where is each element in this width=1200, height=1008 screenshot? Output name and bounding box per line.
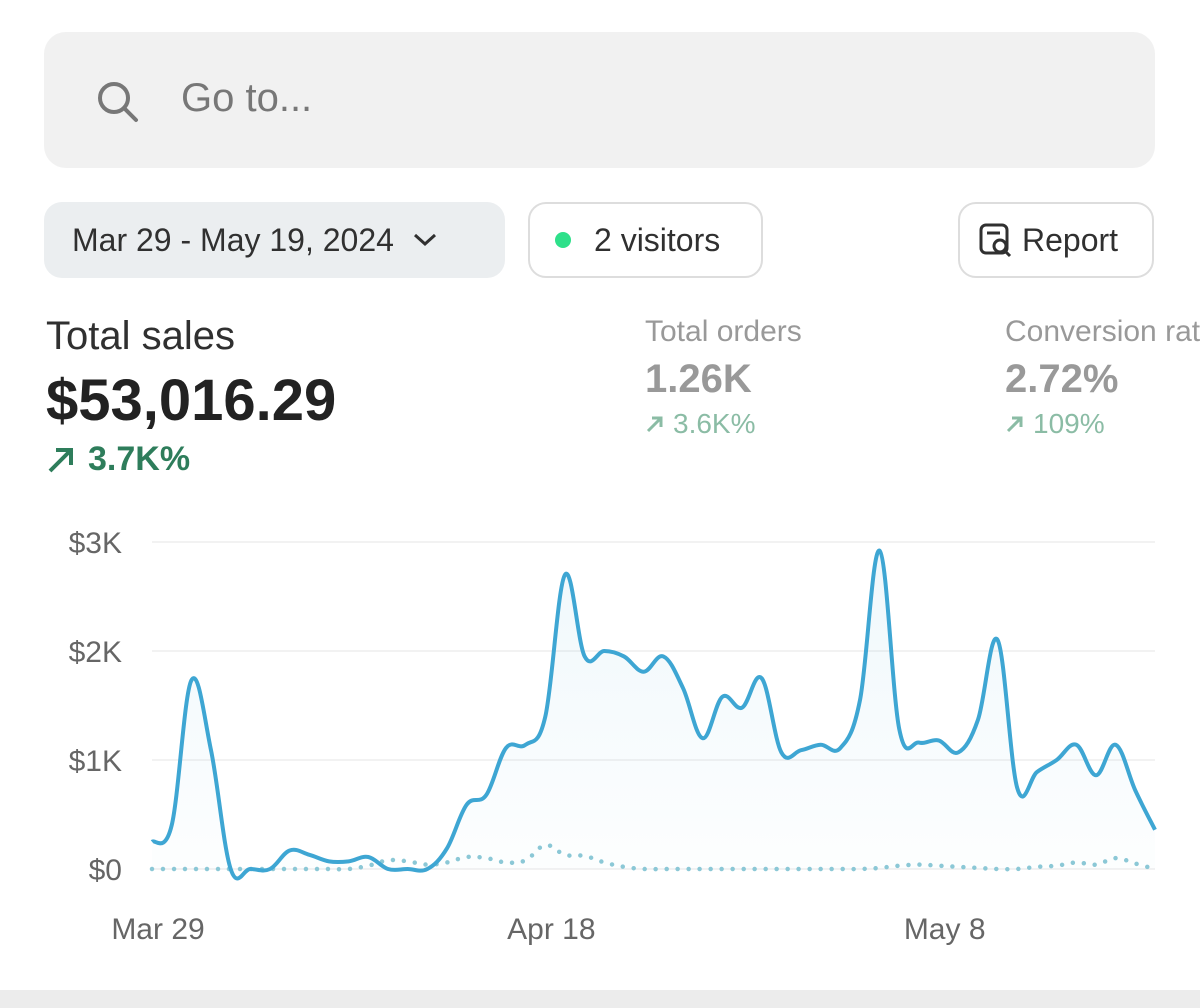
- sales-chart: $0 $1K $2K $3K Mar 29 Apr 18 May 8: [69, 527, 1158, 946]
- search-box[interactable]: Go to...: [44, 32, 1155, 168]
- report-icon: [979, 223, 1012, 258]
- y-tick-label: $1K: [69, 745, 122, 778]
- metric-value: $53,016.29: [46, 368, 337, 433]
- x-tick-label: Mar 29: [111, 913, 204, 946]
- visitors: 2 visitors: [594, 221, 721, 258]
- x-tick-label: May 8: [904, 913, 986, 946]
- date-range-button[interactable]: Mar 29 - May 19, 2024: [44, 202, 505, 278]
- area-fill: [152, 550, 1155, 879]
- metric-change-row: 3.7K%: [46, 440, 336, 479]
- metric-change: 109%: [1033, 408, 1105, 439]
- chevron: [413, 233, 436, 247]
- y-tick-label: $3K: [69, 527, 122, 560]
- search-icon: [98, 82, 138, 122]
- date-range: Mar 29 - May 19, 2024: [72, 221, 394, 258]
- sales-line: [150, 548, 1157, 881]
- bottom-bar: [0, 990, 1200, 1008]
- up-arrow: [48, 447, 73, 472]
- metric-change-row: 109%: [1005, 408, 1200, 440]
- report: Report: [1022, 221, 1119, 258]
- metric-label: Total orders: [645, 315, 802, 348]
- up-arrow: [646, 416, 663, 433]
- metric-change-row: 3.6K%: [645, 408, 802, 440]
- metric-label: Total sales: [46, 314, 235, 358]
- x-tick-label: Apr 18: [507, 913, 595, 946]
- total-sales[interactable]: Total sales $53,016.29 3.7K%: [46, 314, 336, 479]
- metric-label: Conversion rate: [1005, 315, 1200, 348]
- metric-value: 2.72%: [1005, 357, 1119, 401]
- visitors-button[interactable]: 2 visitors: [528, 202, 763, 278]
- live-dot: [555, 232, 571, 248]
- conversion-rate[interactable]: Conversion rate 2.72% 109%: [1005, 315, 1200, 440]
- y-tick-label: $0: [89, 854, 122, 887]
- metric-change: 3.6K%: [673, 408, 756, 439]
- total-orders[interactable]: Total orders 1.26K 3.6K%: [645, 315, 802, 440]
- up-arrow: [1006, 416, 1023, 433]
- metric-change: 3.7K%: [88, 440, 191, 478]
- report-button[interactable]: Report: [958, 202, 1154, 278]
- y-tick-label: $2K: [69, 636, 122, 669]
- search-placeholder: Go to...: [181, 76, 313, 120]
- metric-value: 1.26K: [645, 357, 752, 401]
